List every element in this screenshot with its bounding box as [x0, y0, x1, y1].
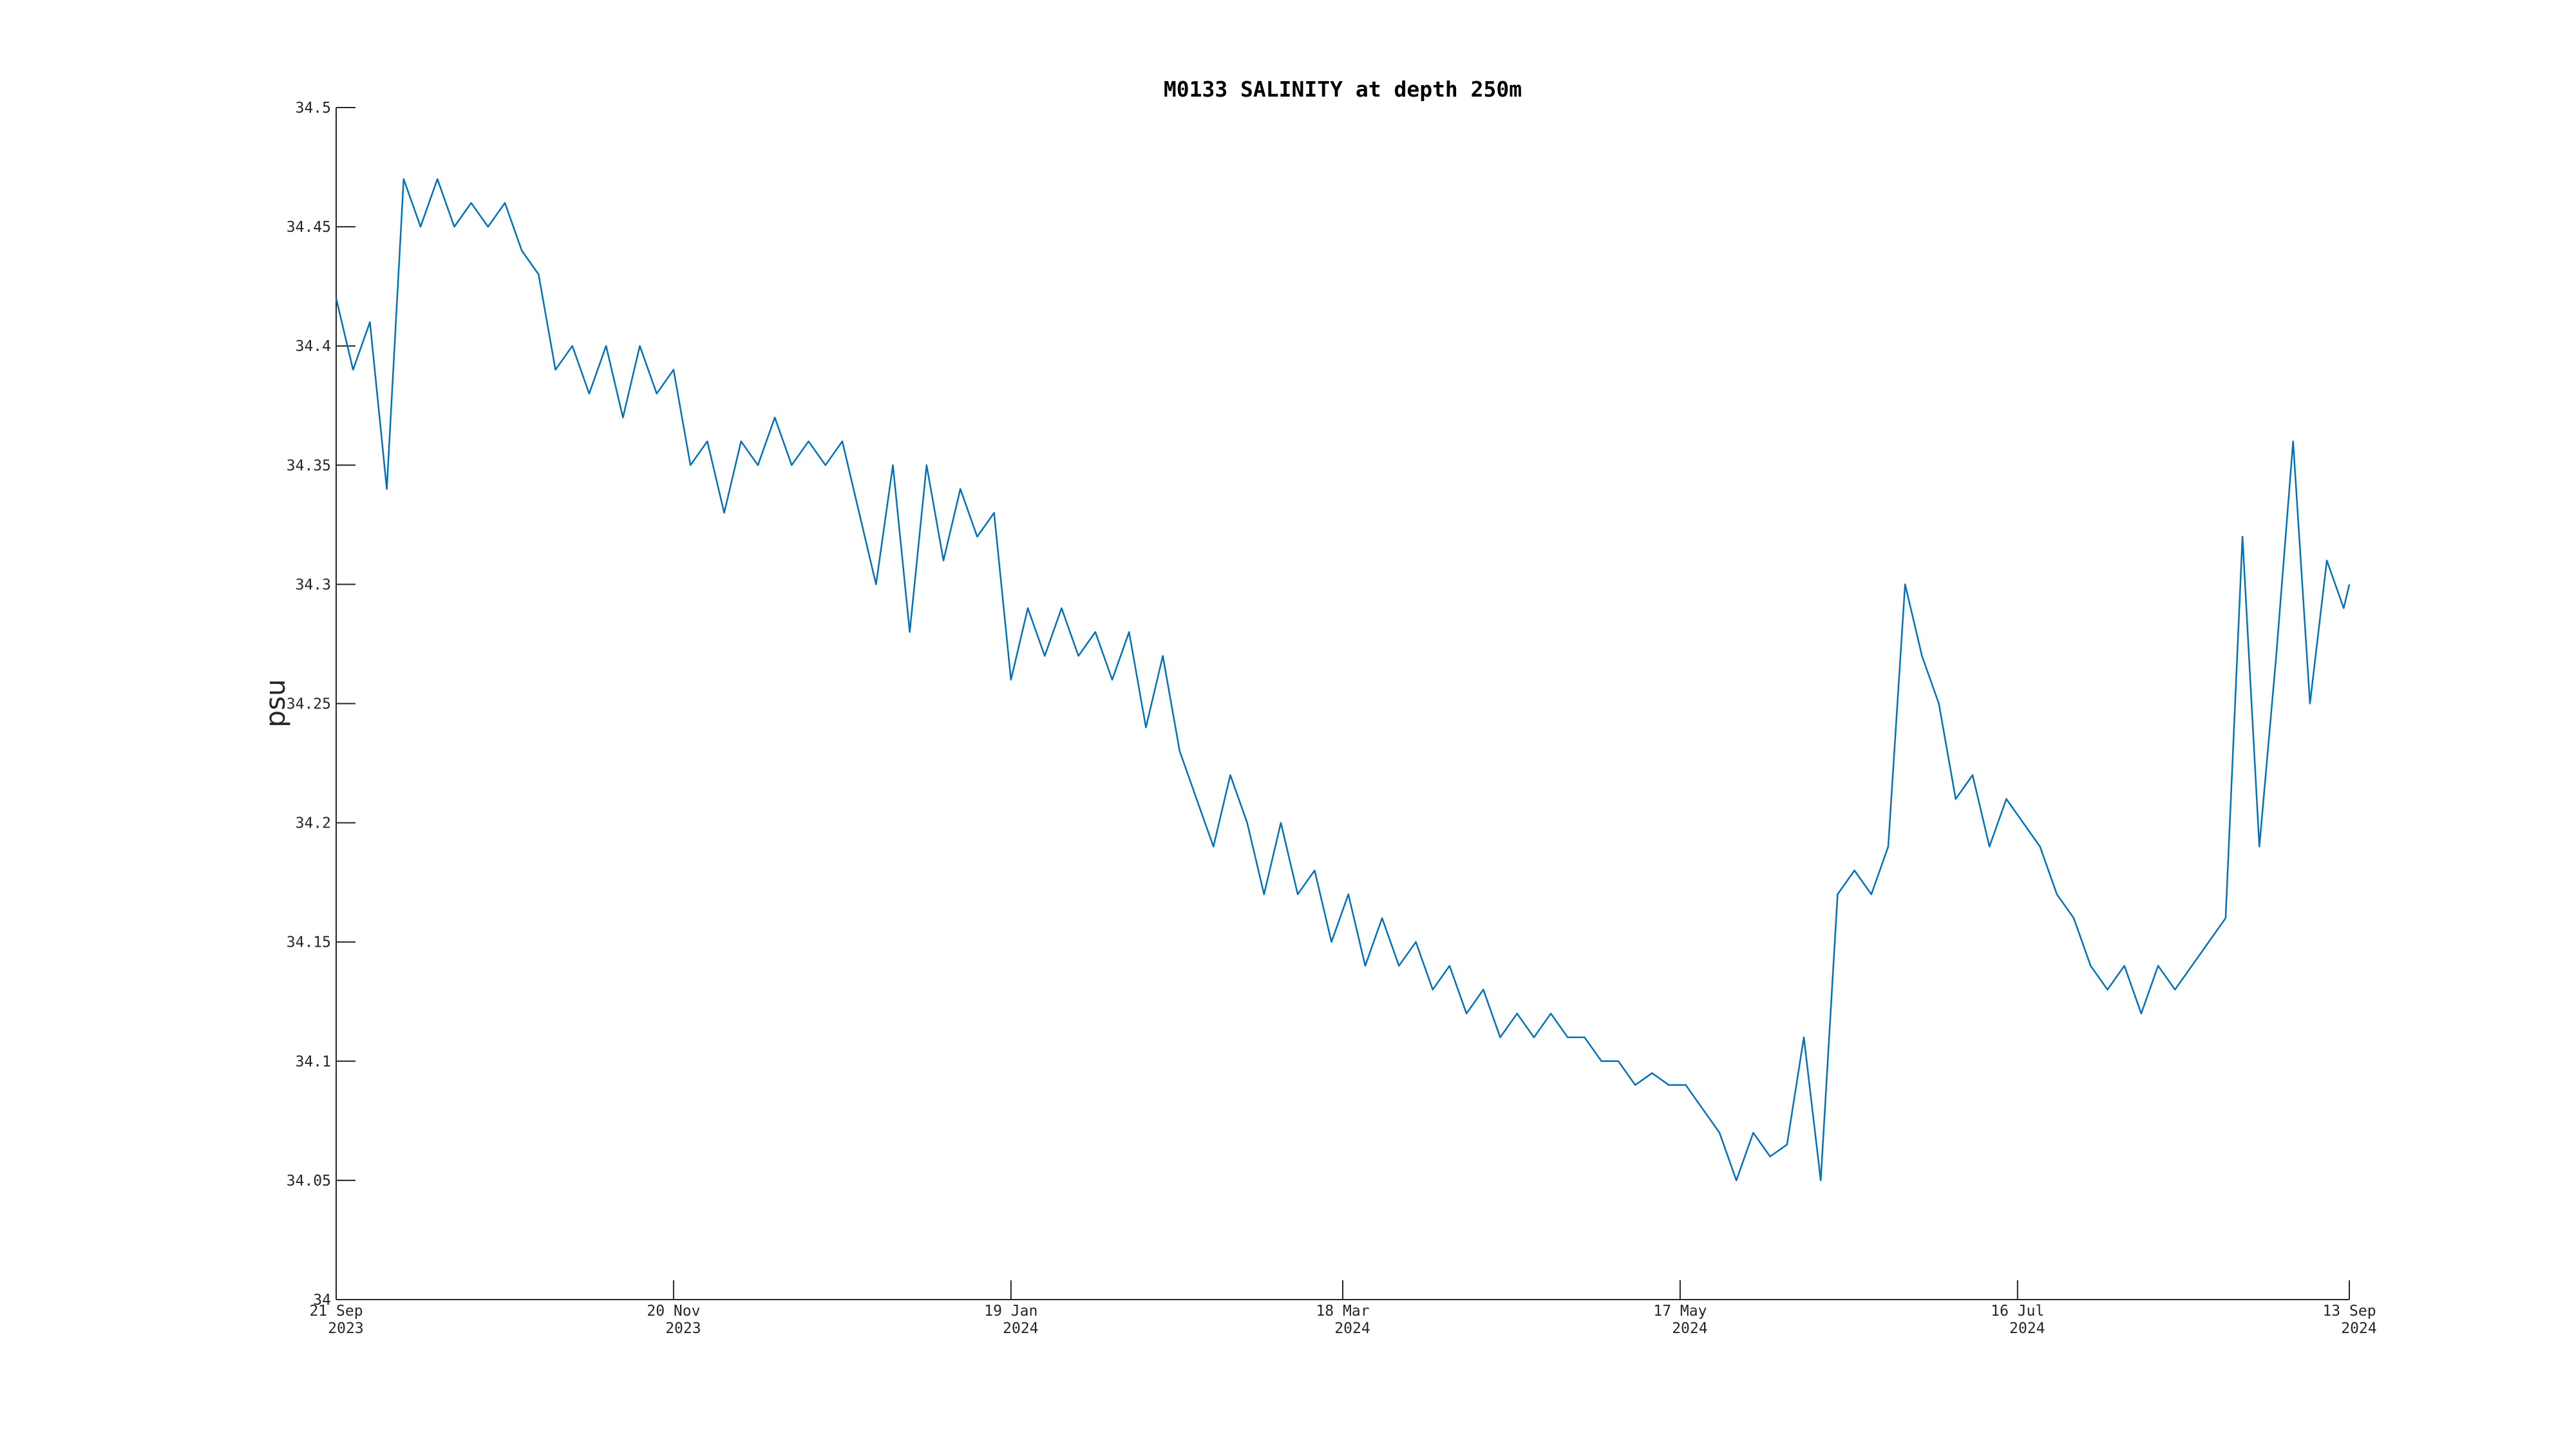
- x-tick-label: 2024: [1003, 1320, 1038, 1337]
- x-tick-label: 20 Nov: [647, 1303, 700, 1320]
- y-tick-label: 34.4: [296, 338, 331, 355]
- x-tick-label: 19 Jan: [984, 1303, 1037, 1320]
- y-tick-label: 34.3: [296, 576, 331, 593]
- y-tick-label: 34.1: [296, 1054, 331, 1070]
- x-tick-label: 2024: [1334, 1320, 1370, 1337]
- x-tick-label: 2024: [1672, 1320, 1707, 1337]
- chart-title: M0133 SALINITY at depth 250m: [1164, 77, 1522, 102]
- x-tick-label: 2023: [328, 1320, 363, 1337]
- x-tick-label: 21 Sep: [309, 1303, 363, 1320]
- y-tick-label: 34.45: [287, 219, 331, 236]
- x-tick-label: 2024: [2009, 1320, 2045, 1337]
- y-tick-label: 34.35: [287, 457, 331, 474]
- x-tick-label: 18 Mar: [1316, 1303, 1369, 1320]
- y-tick-label: 34.15: [287, 934, 331, 951]
- y-tick-label: 34.2: [296, 815, 331, 832]
- x-tick-label: 2023: [665, 1320, 701, 1337]
- x-tick-label: 17 May: [1653, 1303, 1707, 1320]
- y-tick-label: 34.05: [287, 1173, 331, 1189]
- x-tick-label: 2024: [2341, 1320, 2376, 1337]
- y-tick-label: 34.5: [296, 100, 331, 117]
- series-line: [335, 178, 2351, 1182]
- y-axis-label: psu: [260, 679, 291, 727]
- x-tick-label: 16 Jul: [1991, 1303, 2044, 1320]
- y-tick-label: 34.25: [287, 696, 331, 713]
- x-tick-label: 13 Sep: [2322, 1303, 2376, 1320]
- y-tick-label: 34: [313, 1292, 331, 1309]
